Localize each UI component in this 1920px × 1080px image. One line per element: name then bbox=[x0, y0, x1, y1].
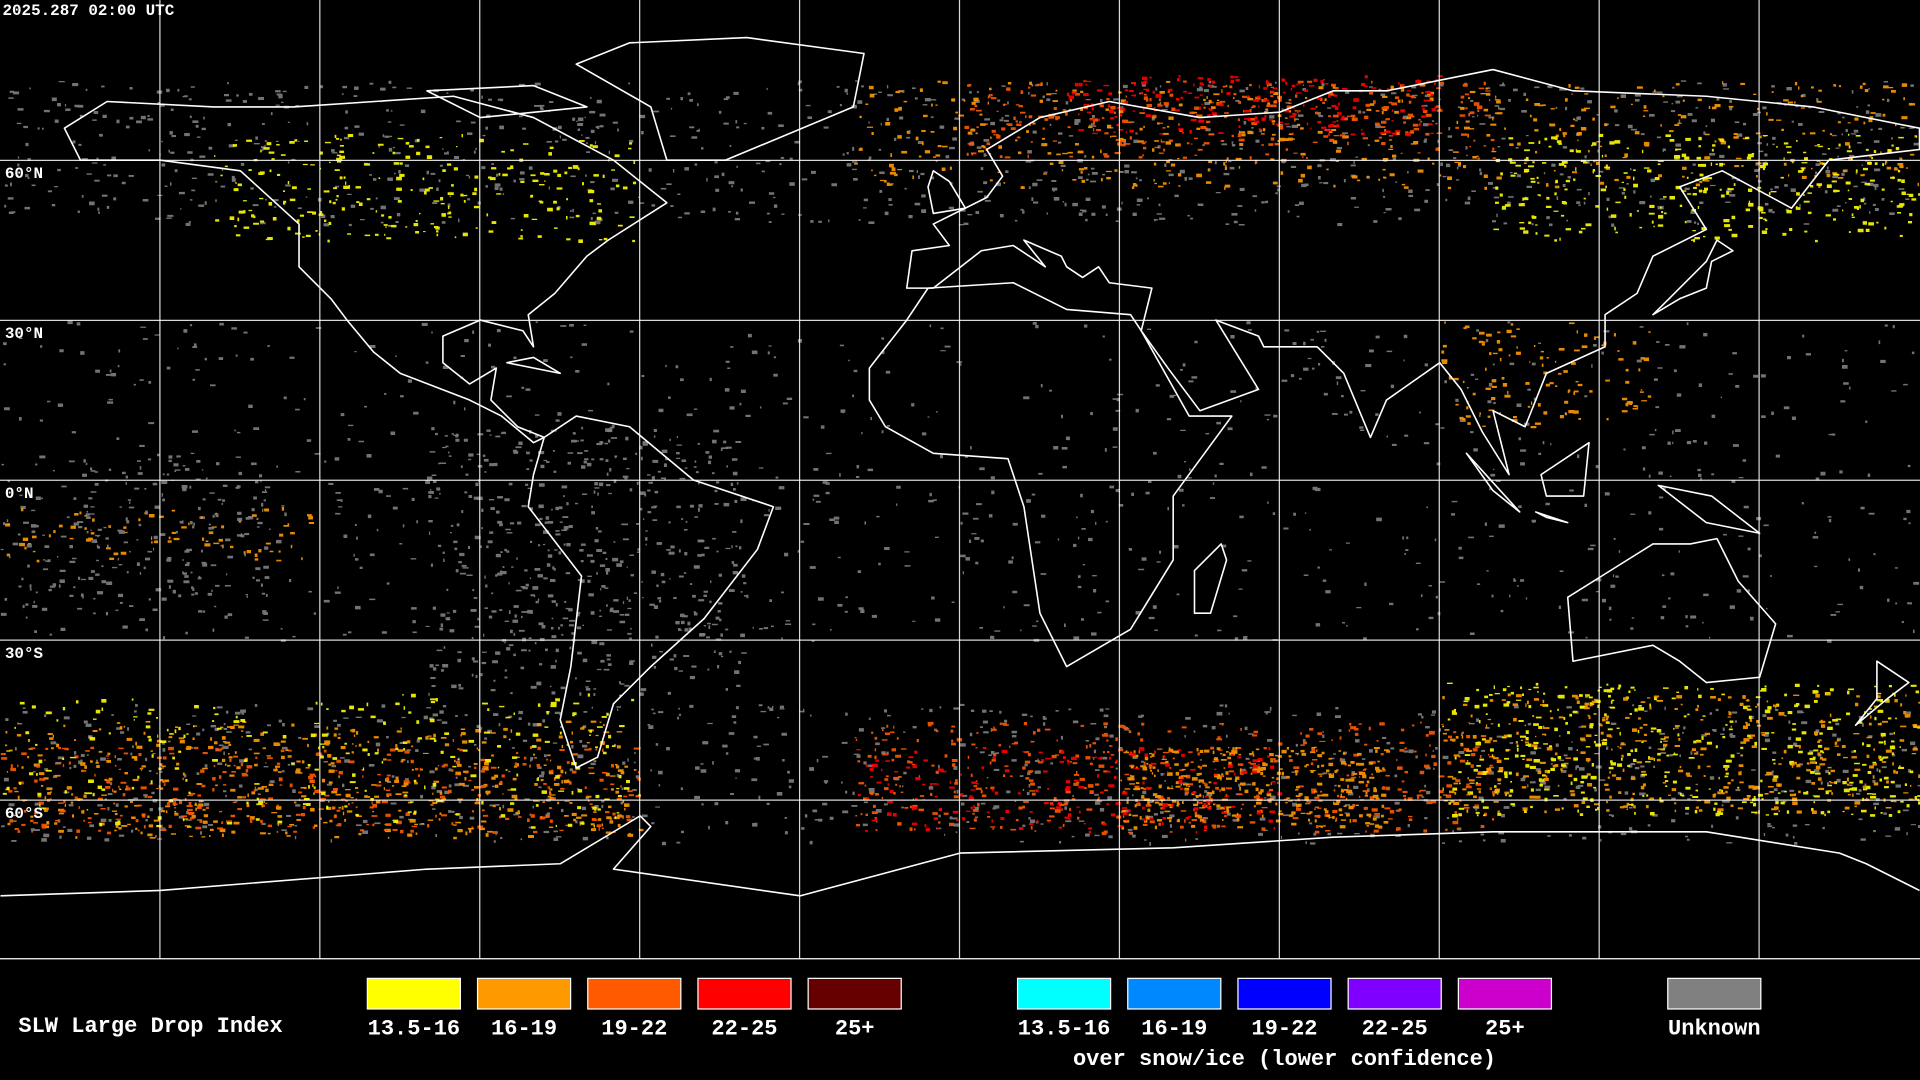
latitude-label: 30°S bbox=[5, 645, 44, 663]
coastline bbox=[506, 356, 562, 375]
cloud-speckles bbox=[854, 80, 1920, 190]
legend-label: Unknown bbox=[1668, 1016, 1761, 1041]
legend-swatch bbox=[1237, 977, 1332, 1010]
legend-label: 13.5-16 bbox=[368, 1016, 461, 1041]
coastline bbox=[0, 815, 1920, 897]
coastline bbox=[1193, 543, 1228, 615]
timestamp: 2025.287 02:00 UTC bbox=[2, 2, 174, 20]
legend-swatch bbox=[697, 977, 792, 1010]
cloud-speckles bbox=[854, 721, 1498, 836]
cloud-speckles bbox=[1441, 321, 1652, 429]
legend-label: 19-22 bbox=[1251, 1016, 1317, 1041]
legend-label: 16-19 bbox=[491, 1016, 557, 1041]
legend-label: 19-22 bbox=[601, 1016, 667, 1041]
legend-swatch bbox=[366, 977, 462, 1010]
latitude-label: 30°N bbox=[5, 325, 43, 343]
legend: 13.5-16 16-19 19-22 22-25 25+ 13.5-16 16-19 19-… bbox=[366, 977, 1762, 1072]
legend-swatch bbox=[587, 977, 682, 1010]
cloud-speckles bbox=[1493, 133, 1920, 243]
legend-label: 22-25 bbox=[711, 1016, 777, 1041]
coastline bbox=[1534, 511, 1569, 524]
legend-label: 16-19 bbox=[1141, 1016, 1207, 1041]
legend-swatch bbox=[1667, 977, 1762, 1010]
latitude-label: 60°N bbox=[5, 165, 43, 183]
coastline bbox=[1854, 660, 1910, 727]
coastline bbox=[1652, 239, 1734, 316]
legend-swatch bbox=[1016, 977, 1112, 1010]
legend-swatch bbox=[1347, 977, 1442, 1010]
legend-label: 25+ bbox=[835, 1016, 875, 1041]
cloud-speckles bbox=[856, 746, 1283, 834]
legend-label: 22-25 bbox=[1362, 1016, 1428, 1041]
coastline bbox=[575, 36, 865, 161]
legend-swatch bbox=[1457, 977, 1553, 1010]
legend-label: 13.5-16 bbox=[1018, 1016, 1111, 1041]
legend-swatch bbox=[1127, 977, 1222, 1010]
legend-swatch bbox=[807, 977, 902, 1010]
coastline bbox=[868, 281, 1233, 668]
latitude-label: 0°N bbox=[5, 485, 34, 503]
latitude-label: 60°S bbox=[5, 805, 44, 823]
legend-label: 25+ bbox=[1485, 1016, 1525, 1041]
coastline bbox=[527, 415, 775, 769]
coastline bbox=[1566, 537, 1777, 684]
legend-title: SLW Large Drop Index bbox=[18, 1014, 282, 1039]
coastline bbox=[905, 68, 1920, 476]
graticule: 60°N 30°N 0°N 30°S 60°S bbox=[0, 0, 1920, 959]
cloud-speckles bbox=[5, 720, 644, 840]
coastline bbox=[1465, 452, 1521, 513]
legend-caption: over snow/ice (lower confidence) bbox=[1073, 1047, 1496, 1072]
legend-swatch bbox=[476, 977, 572, 1010]
coastline bbox=[1540, 441, 1590, 497]
